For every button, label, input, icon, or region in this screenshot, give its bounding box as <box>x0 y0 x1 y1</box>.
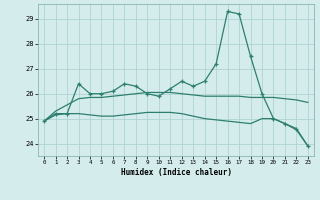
X-axis label: Humidex (Indice chaleur): Humidex (Indice chaleur) <box>121 168 231 177</box>
